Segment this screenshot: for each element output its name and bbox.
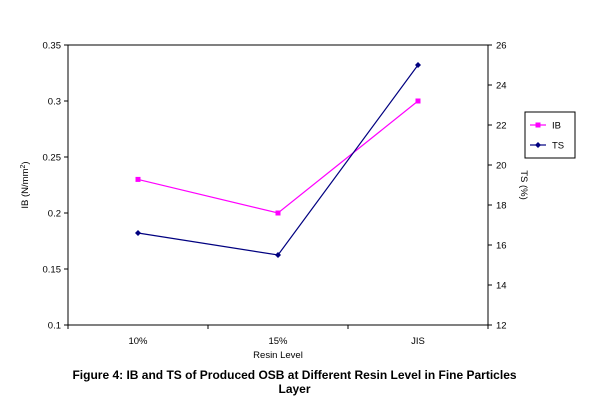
left-y-axis: 0.1 0.15 0.2 0.25 0.3 0.35: [43, 41, 68, 332]
ib-series-line: [137, 100, 419, 214]
ts-series-line: [137, 64, 419, 256]
right-y-tick-label: 12: [496, 321, 507, 332]
left-y-tick-label: 0.35: [43, 41, 62, 52]
x-axis-title: Resin Level: [253, 350, 303, 360]
plot-area: [67, 44, 489, 326]
ib-series-point: [415, 98, 421, 104]
right-y-tick-label: 24: [496, 81, 507, 92]
right-y-axis-title: TS (%): [518, 170, 529, 200]
plot-frame: [67, 44, 489, 326]
ib-series: [135, 98, 421, 216]
legend-ts-point: [535, 142, 541, 148]
figure-caption-line-1: Figure 4: IB and TS of Produced OSB at D…: [72, 368, 517, 382]
legend-ts-item: TS: [530, 141, 564, 152]
x-tick-label: 10%: [128, 336, 148, 347]
right-y-tick-label: 22: [496, 121, 507, 132]
x-tick-label: JIS: [411, 336, 425, 347]
left-y-tick-label: 0.25: [43, 153, 62, 164]
right-y-axis: 12 14 16 18 20 22 24 26: [488, 41, 507, 332]
series-layer: [135, 62, 421, 258]
x-axis: 10% 15% JIS: [67, 325, 489, 347]
legend-ts-label: TS: [552, 141, 564, 152]
left-y-tick-label: 0.1: [48, 321, 61, 332]
legend: IB TS: [524, 111, 576, 159]
right-y-tick-label: 20: [496, 161, 507, 172]
ib-series-point: [135, 176, 141, 182]
left-y-tick-label: 0.2: [48, 209, 61, 220]
legend-ib-point: [535, 122, 541, 128]
right-y-tick-label: 16: [496, 241, 507, 252]
left-y-axis-title-text: IB (N/mm: [20, 168, 31, 208]
legend-ib-item: IB: [530, 121, 561, 132]
right-y-tick-label: 14: [496, 281, 507, 292]
left-y-tick-label: 0.3: [48, 97, 61, 108]
left-y-axis-title-sup: 2: [20, 164, 27, 168]
chart: 0.1 0.15 0.2 0.25 0.3 0.35 12 14 16 18 20 22 24 26 1…: [20, 41, 576, 360]
legend-ib-label: IB: [552, 121, 561, 132]
figure-caption-line-2: Layer: [278, 382, 311, 396]
ib-series-point: [275, 210, 281, 216]
left-y-axis-title-suffix: ): [20, 161, 31, 164]
right-y-tick-label: 26: [496, 41, 507, 52]
x-tick-label: 15%: [268, 336, 288, 347]
legend-box: [524, 111, 576, 159]
ts-series-point: [415, 62, 421, 68]
ts-series: [135, 62, 421, 258]
ts-series-point: [135, 230, 141, 236]
right-y-tick-label: 18: [496, 201, 507, 212]
left-y-tick-label: 0.15: [43, 265, 62, 276]
left-y-axis-title: IB (N/mm2): [20, 161, 32, 208]
ts-series-point: [275, 252, 281, 258]
